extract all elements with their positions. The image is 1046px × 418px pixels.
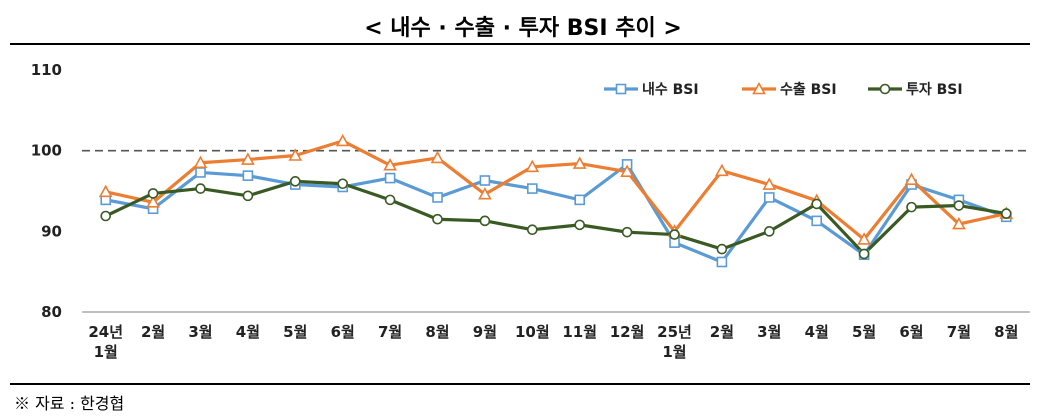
marker-circle [195, 183, 206, 194]
x-tick-label: 1월 [94, 343, 118, 361]
marker-circle [432, 213, 443, 225]
marker-circle [384, 194, 396, 206]
marker-circle [1000, 208, 1012, 219]
marker-circle [953, 200, 965, 211]
marker-triangle [572, 156, 587, 169]
label-layer: 80 90 100 110 24년 1월 2월 3월 4월 5월 6월 7월 8월 9월 10월 11월 12월… [31, 61, 1019, 361]
y-tick-label: 80 [41, 303, 62, 321]
marker-square [763, 192, 775, 203]
marker-circle [879, 83, 891, 95]
marker-circle [337, 178, 349, 190]
marker-triangle [857, 232, 871, 245]
grid-layer [82, 149, 1030, 313]
marker-triangle [620, 164, 634, 177]
marker-circle [716, 243, 728, 255]
marker-triangle [241, 152, 255, 165]
marker-circle [574, 219, 586, 231]
source-note: ※ 자료 : 한경협 [14, 394, 125, 413]
y-tick-label: 90 [41, 222, 62, 240]
marker-triangle [904, 172, 919, 186]
marker-triangle [98, 184, 113, 198]
series-line-3 [105, 179, 1007, 256]
marker-triangle [525, 159, 540, 173]
legend-label: 내수 BSI [642, 82, 699, 98]
marker-square [526, 183, 538, 194]
marker-circle [242, 190, 254, 202]
x-tick-label: 4월 [236, 323, 260, 341]
chart-title: < 내수 · 수출 · 투자 BSI 추이 > [364, 16, 682, 41]
marker-circle [669, 229, 680, 240]
marker-square [479, 175, 491, 186]
x-tick-label: 7월 [378, 323, 402, 341]
marker-circle [906, 201, 917, 213]
marker-square [574, 194, 586, 206]
x-tick-label: 8월 [425, 323, 449, 341]
legend-label: 수출 BSI [780, 81, 837, 98]
marker-circle [147, 188, 159, 199]
legend-label: 투자 BSI [906, 82, 963, 98]
marker-triangle [383, 158, 397, 171]
marker-triangle [335, 133, 350, 147]
marker-triangle [762, 177, 777, 190]
marker-square [432, 192, 443, 203]
x-tick-label: 4월 [805, 323, 829, 341]
marker-triangle [715, 163, 729, 177]
marker-circle [526, 224, 538, 236]
x-tick-label: 24년 [88, 323, 123, 341]
x-tick-label: 6월 [899, 323, 923, 341]
marker-triangle [952, 216, 966, 230]
x-tick-label: 9월 [473, 323, 497, 341]
x-tick-label: 5월 [852, 323, 876, 341]
marker-circle [858, 248, 870, 260]
x-tick-label: 2월 [141, 323, 165, 341]
marker-circle [763, 226, 775, 237]
series-line-2 [105, 139, 1007, 241]
marker-square [615, 83, 627, 95]
x-tick-label: 1월 [662, 343, 686, 361]
marker-circle [100, 210, 111, 222]
x-tick-label: 8월 [994, 323, 1018, 341]
marker-circle [479, 215, 491, 227]
marker-circle [289, 176, 301, 187]
x-tick-label: 7월 [947, 323, 971, 341]
x-tick-label: 12월 [610, 323, 645, 341]
marker-square [384, 172, 396, 184]
marker-triangle [478, 187, 492, 200]
marker-square [811, 215, 823, 227]
top-rule [10, 43, 1030, 45]
marker-square [242, 170, 254, 181]
series-layer [98, 133, 1014, 268]
marker-triangle [288, 148, 303, 161]
x-tick-label: 6월 [331, 323, 355, 341]
x-tick-label: 3월 [188, 323, 212, 341]
series-line-1 [105, 162, 1007, 264]
marker-triangle [146, 195, 160, 208]
x-tick-label: 2월 [710, 323, 734, 341]
marker-circle [621, 226, 633, 238]
x-tick-label: 5월 [283, 323, 307, 341]
x-tick-label: 10월 [515, 323, 550, 341]
marker-triangle [193, 155, 208, 169]
marker-square [716, 256, 728, 268]
x-tick-label: 25년 [657, 323, 692, 341]
x-tick-label: 11월 [562, 323, 597, 341]
bottom-rule [10, 383, 1030, 385]
marker-triangle [752, 81, 766, 95]
marker-triangle [430, 150, 445, 164]
y-tick-label: 110 [31, 61, 62, 79]
marker-circle [811, 198, 823, 210]
y-tick-label: 100 [31, 142, 62, 160]
marker-square [195, 167, 206, 178]
x-tick-label: 3월 [757, 323, 781, 341]
legend: 내수 BSI 수출 BSI 투자 BSI [604, 81, 963, 98]
